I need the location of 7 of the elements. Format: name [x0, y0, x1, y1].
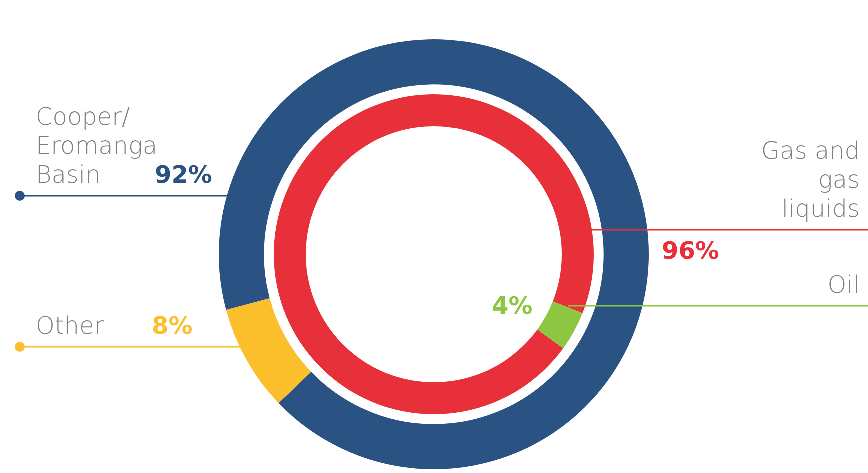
data-label: 8% — [152, 312, 193, 341]
slice-label: Gas and gas liquids — [760, 137, 860, 224]
data-label: 4% — [492, 292, 533, 321]
data-label: 96% — [662, 237, 720, 266]
data-label: 92% — [155, 161, 212, 190]
slice-label: Other — [36, 312, 106, 341]
slice-label: Oil — [826, 271, 860, 300]
